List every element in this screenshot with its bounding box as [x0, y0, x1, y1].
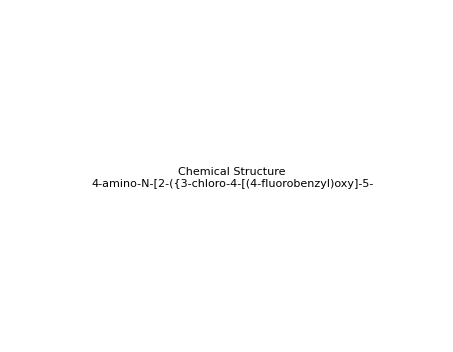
- Text: Chemical Structure
4-amino-N-[2-({3-chloro-4-[(4-fluorobenzyl)oxy]-5-: Chemical Structure 4-amino-N-[2-({3-chlo…: [91, 167, 373, 189]
